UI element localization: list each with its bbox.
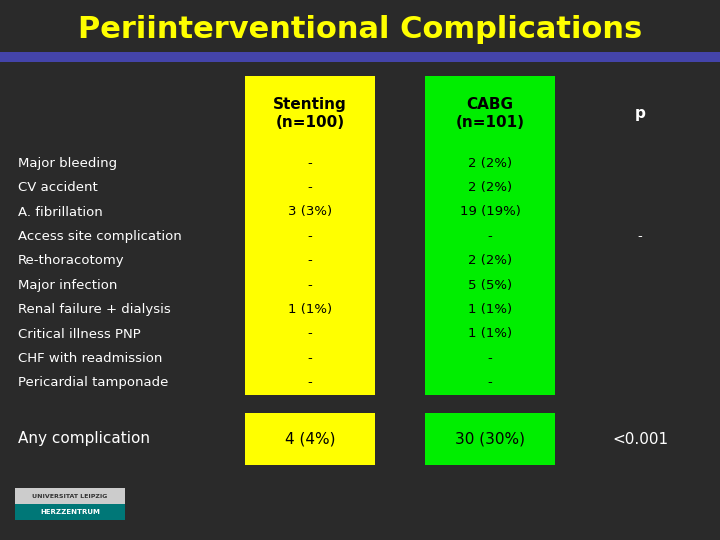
Text: CV accident: CV accident xyxy=(18,181,98,194)
Text: 2 (2%): 2 (2%) xyxy=(468,254,512,267)
Text: 3 (3%): 3 (3%) xyxy=(288,206,332,219)
Text: Access site complication: Access site complication xyxy=(18,230,181,243)
Text: CABG
(n=101): CABG (n=101) xyxy=(456,97,524,130)
Text: Major infection: Major infection xyxy=(18,279,117,292)
Text: Re-thoracotomy: Re-thoracotomy xyxy=(18,254,125,267)
Text: Pericardial tamponade: Pericardial tamponade xyxy=(18,376,168,389)
Text: UNIVERSITAT LEIPZIG: UNIVERSITAT LEIPZIG xyxy=(32,494,108,498)
Text: -: - xyxy=(487,230,492,243)
Text: 1 (1%): 1 (1%) xyxy=(288,303,332,316)
Text: Periinterventional Complications: Periinterventional Complications xyxy=(78,16,642,44)
Text: -: - xyxy=(307,279,312,292)
Bar xyxy=(425,76,555,151)
Bar xyxy=(245,413,375,465)
Text: 2 (2%): 2 (2%) xyxy=(468,181,512,194)
Bar xyxy=(15,488,125,504)
Text: -: - xyxy=(638,230,642,243)
Bar xyxy=(15,504,125,520)
Text: -: - xyxy=(307,157,312,170)
Text: -: - xyxy=(487,376,492,389)
Text: <0.001: <0.001 xyxy=(612,431,668,447)
Bar xyxy=(425,413,555,465)
Text: 4 (4%): 4 (4%) xyxy=(284,431,336,447)
Bar xyxy=(245,151,375,395)
Text: Renal failure + dialysis: Renal failure + dialysis xyxy=(18,303,171,316)
Text: -: - xyxy=(307,230,312,243)
Text: 5 (5%): 5 (5%) xyxy=(468,279,512,292)
Text: -: - xyxy=(307,254,312,267)
Text: HERZZENTRUM: HERZZENTRUM xyxy=(40,509,100,515)
Text: Any complication: Any complication xyxy=(18,431,150,447)
Text: CHF with readmission: CHF with readmission xyxy=(18,352,163,365)
Text: p: p xyxy=(634,106,645,121)
Text: 30 (30%): 30 (30%) xyxy=(455,431,525,447)
Text: 1 (1%): 1 (1%) xyxy=(468,303,512,316)
Bar xyxy=(0,52,720,62)
Text: -: - xyxy=(307,376,312,389)
Text: Major bleeding: Major bleeding xyxy=(18,157,117,170)
Text: -: - xyxy=(487,352,492,365)
Text: 2 (2%): 2 (2%) xyxy=(468,157,512,170)
Bar xyxy=(245,76,375,151)
Text: 19 (19%): 19 (19%) xyxy=(459,206,521,219)
Text: -: - xyxy=(307,181,312,194)
Text: 1 (1%): 1 (1%) xyxy=(468,327,512,341)
Text: Stenting
(n=100): Stenting (n=100) xyxy=(273,97,347,130)
Text: -: - xyxy=(307,327,312,341)
Bar xyxy=(425,151,555,395)
Text: -: - xyxy=(307,352,312,365)
Text: Critical illness PNP: Critical illness PNP xyxy=(18,327,140,341)
Text: A. fibrillation: A. fibrillation xyxy=(18,206,103,219)
